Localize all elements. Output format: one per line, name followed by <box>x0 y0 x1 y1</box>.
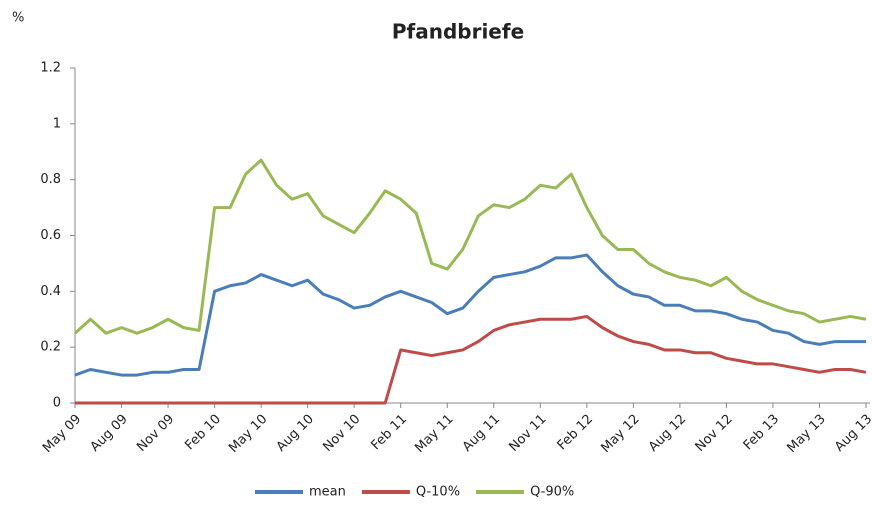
series-line <box>74 253 866 377</box>
x-tick-label: May 12 <box>598 412 642 456</box>
x-tick-label: Aug 10 <box>274 412 317 455</box>
x-tick-label: Feb 12 <box>555 412 597 454</box>
x-tick-label: Aug 11 <box>460 412 503 455</box>
y-axis-label: % <box>12 11 24 26</box>
x-tick-label: Aug 09 <box>88 412 131 455</box>
x-tick-label: Aug 13 <box>832 412 872 455</box>
chart-title: Pfandbriefe <box>392 20 524 44</box>
y-tick-label: 0.8 <box>40 172 61 187</box>
y-tick-label: 1 <box>53 116 61 131</box>
legend-label: Q-10% <box>416 485 460 500</box>
x-tick-label: May 10 <box>226 412 270 456</box>
legend-label: Q-90% <box>530 485 574 500</box>
x-tick-label: Nov 12 <box>693 412 736 455</box>
series-line <box>75 314 867 405</box>
x-tick-label: Feb 13 <box>741 412 783 454</box>
x-tick-label: Nov 09 <box>134 412 177 455</box>
y-tick-label: 0.4 <box>40 284 61 299</box>
x-tick-label: May 11 <box>412 412 456 456</box>
legend-label: mean <box>309 485 346 500</box>
x-tick-label: Nov 10 <box>320 412 363 455</box>
x-tick-label: May 13 <box>785 412 829 456</box>
series-line <box>73 158 867 335</box>
y-tick-label: 1.2 <box>40 61 61 76</box>
y-tick-label: 0.2 <box>40 340 61 355</box>
x-tick-label: May 09 <box>40 412 84 456</box>
y-tick-label: 0 <box>53 396 61 411</box>
x-tick-label: Nov 11 <box>506 412 549 455</box>
y-tick-label: 0.6 <box>40 228 61 243</box>
x-tick-label: Aug 12 <box>646 412 689 455</box>
x-tick-label: Feb 10 <box>182 412 224 454</box>
x-tick-label: Feb 11 <box>368 412 410 454</box>
